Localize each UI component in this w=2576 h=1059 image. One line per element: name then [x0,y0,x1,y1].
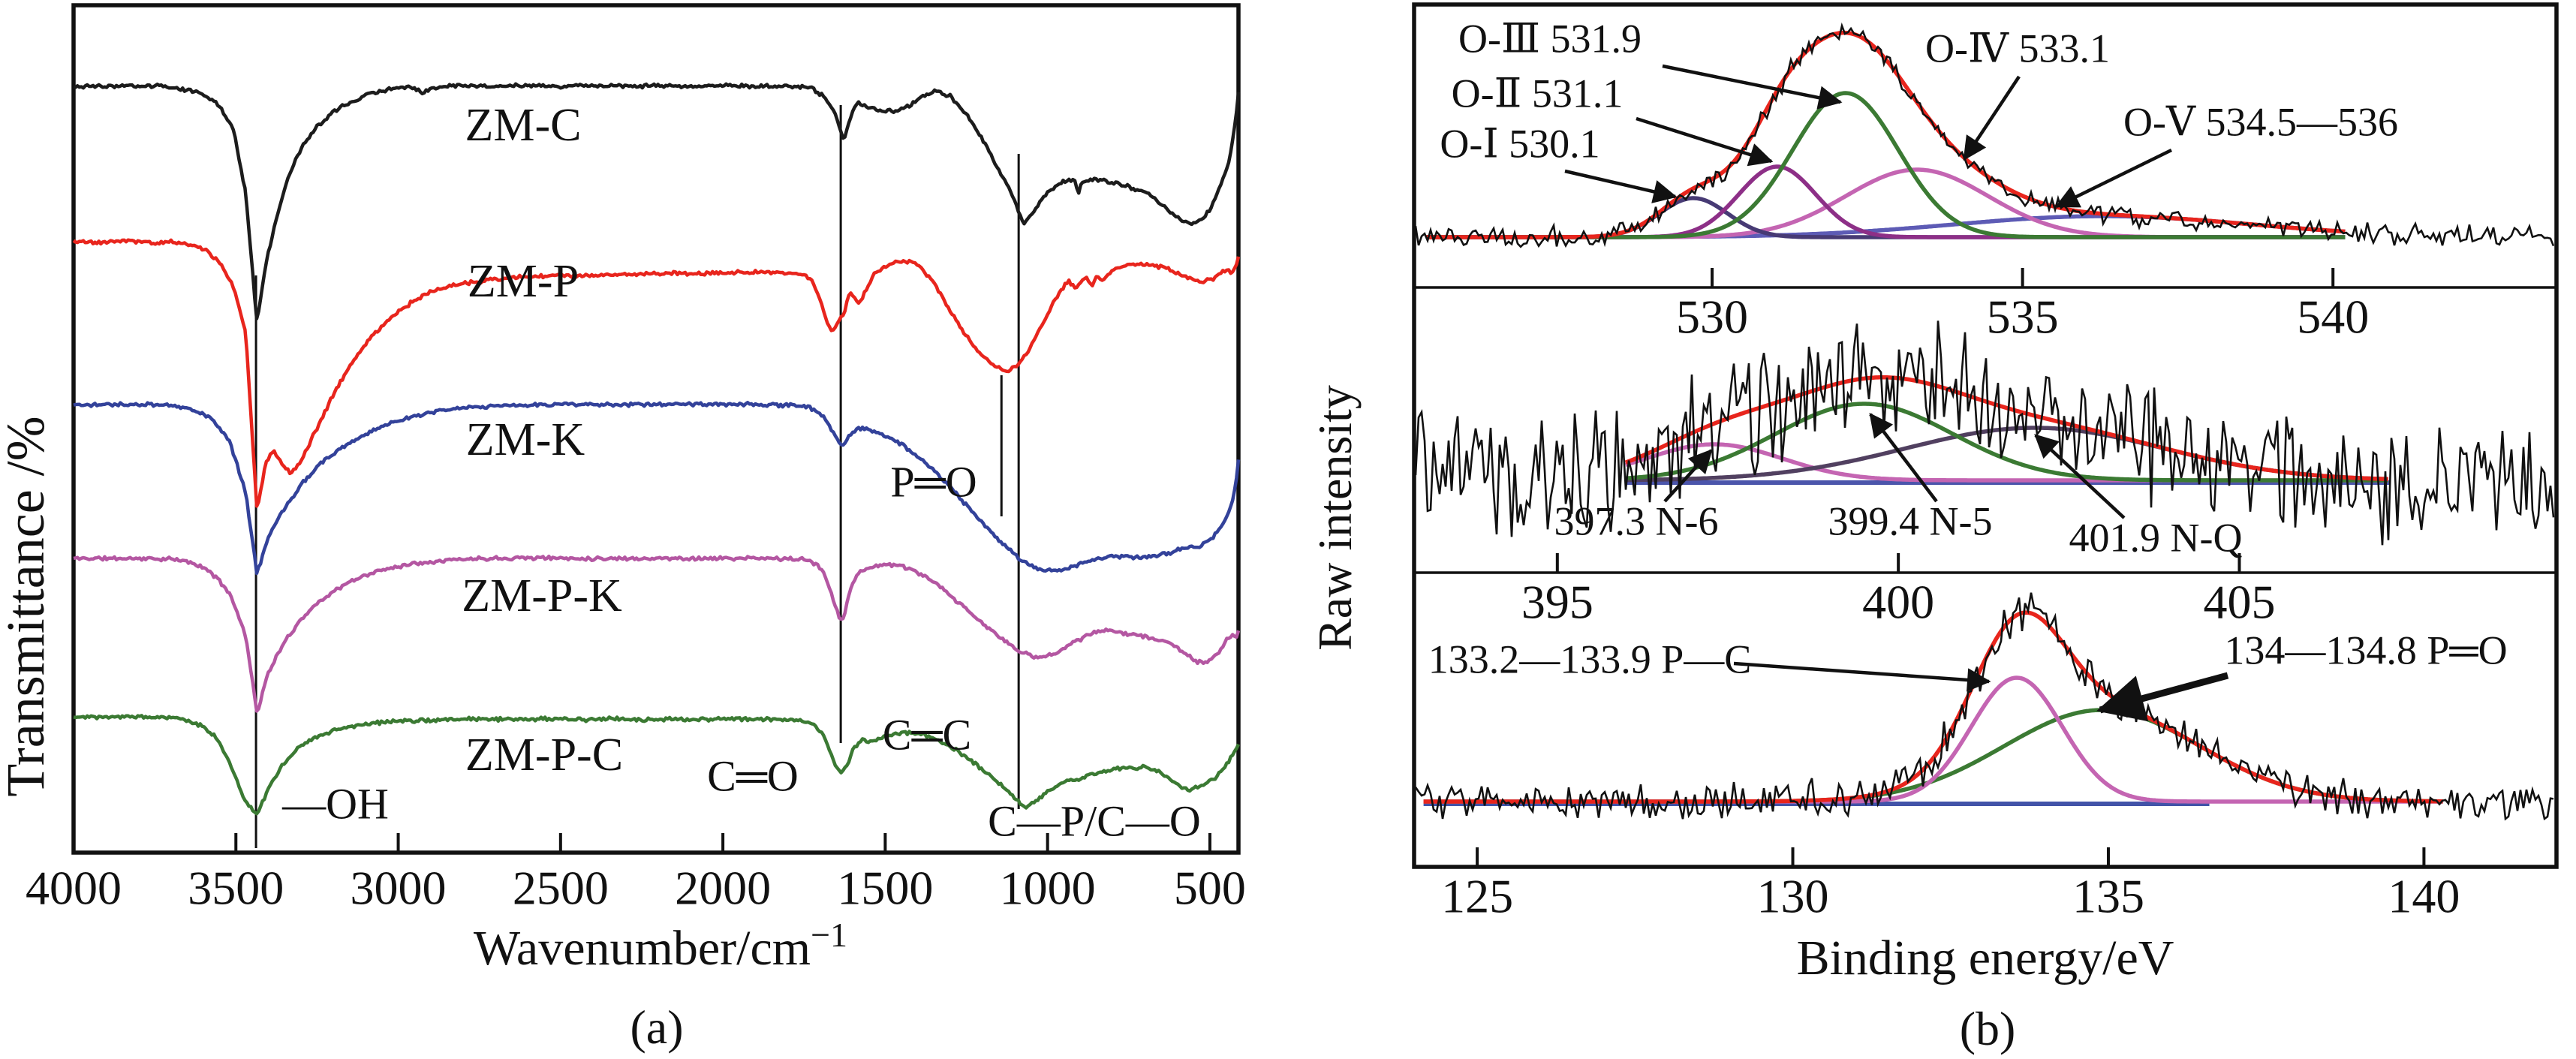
peak-label-a-0: —OH [281,779,389,828]
x-tick-label-a: 1500 [837,862,933,915]
ftir-series-label-zm-k: ZM-K [466,414,585,465]
x-tick-label-a: 2000 [675,862,771,915]
ftir-curve-zm-p-c [73,714,1241,816]
x-tick-label-b: 135 [2072,870,2144,923]
panel-a-ticks: 4000 3500 3000 2500 2000 1500 1000 500 [26,833,1246,915]
panel-b-curves [1414,22,2555,821]
x-tick-label-a: 4000 [26,862,122,915]
x-tick-label-b: 540 [2297,290,2369,344]
x-tick-label-b: 130 [1757,870,1829,923]
xps-n1s-annotation-arrow-0 [1663,449,1713,503]
xps-n1s-annotation-label-1: 399.4 N-5 [1828,498,1993,543]
panel-a-curves [72,82,1241,816]
x-tick-label-a: 3000 [351,862,447,915]
axis-label-binding-energy: Binding energy/eV [1797,931,2174,985]
panel-a-labels: ZM-C ZM-P ZM-K ZM-P-K ZM-P-C —OH C═O C═C C—P/C—O… [281,100,1201,845]
xps-o1s-annotation-arrow-3 [1963,75,2021,161]
ftir-series-label-zm-c: ZM-C [465,100,582,151]
xps-o1s-annotation-label-1: O-Ⅱ 531.1 [1452,71,1624,116]
x-tick-label-b: 400 [1862,576,1934,629]
xps-o1s-annotation-label-3: O-Ⅳ 533.1 [1925,26,2110,71]
panel-b-plot-frame [1412,2,2559,869]
x-tick-label-b: 125 [1441,870,1513,923]
peak-label-a-3: C—P/C—O [988,796,1201,845]
xps-p2p-envelope [1423,610,2443,804]
xps-o1s-annotation-arrow-1 [1636,116,1774,167]
x-tick-label-b: 140 [2388,870,2460,923]
ftir-series-label-zm-p: ZM-P [468,256,579,307]
xps-o1s-annotation-arrow-4 [2054,148,2172,209]
xps-n1s-component-2 [1625,402,2388,483]
axis-label-raw-intensity: Raw intensity [1308,385,1362,651]
x-tick-label-a: 3500 [188,862,284,915]
xps-n1s-annotation-label-2: 401.9 N-Q [2069,515,2243,560]
ftir-curve-zm-c [73,82,1241,320]
xps-o1s-annotation-label-2: O-Ⅰ 530.1 [1440,121,1599,166]
xps-o1s-annotation-arrow-0 [1662,64,1843,110]
xps-n1s-annotation-arrow-2 [2034,434,2126,519]
axis-label-wavenumber: Wavenumber/cm−1 [474,916,847,976]
xps-o1s-annotation-arrow-2 [1564,169,1678,203]
xps-p2p-annotation-label-1: 134—134.8 P═O [2224,627,2507,672]
panel-a-tag: (a) [630,1000,683,1054]
peak-label-a-4: P═O [890,457,977,506]
xps-p2p-annotation-arrow-1 [2096,672,2229,722]
ftir-series-label-zm-p-c: ZM-P-C [465,730,623,781]
axis-label-transmittance: Transmittance /% [0,416,56,796]
peak-label-a-1: C═O [707,751,799,800]
x-tick-label-b: 405 [2203,576,2275,629]
xps-n1s-annotation-arrow-1 [1869,412,1938,503]
panel-a-plot-frame [71,3,1241,855]
ftir-series-label-zm-p-k: ZM-P-K [462,570,622,621]
ftir-curve-zm-p-k [73,554,1241,713]
xps-p2p-raw-trace [1414,592,2554,821]
x-tick-label-b: 395 [1521,576,1593,629]
panel-a-guide-lines [254,105,1020,848]
ftir-curve-zm-k [73,401,1241,576]
panel-b-tag: (b) [1960,1002,2016,1055]
x-tick-label-a: 1000 [1000,862,1096,915]
xps-o1s-annotation-label-0: O-Ⅲ 531.9 [1458,16,1642,61]
peak-label-a-2: C═C [883,710,971,759]
x-tick-label-a: 2500 [513,862,609,915]
panel-b-ticks: 530 535 540 395 400 405 125 130 135 140 [1441,268,2460,923]
x-tick-label-b: 535 [1987,290,2059,344]
ftir-curve-zm-p [72,238,1241,508]
xps-n1s-annotation-label-0: 397.3 N-6 [1554,498,1719,543]
xps-p2p-annotation-label-0: 133.2—133.9 P—C [1428,636,1752,681]
xps-o1s-raw-trace [1414,22,2555,248]
panel-b-annotations: O-Ⅲ 531.9 O-Ⅱ 531.1 O-Ⅰ 530.1 O-Ⅳ 533.1 O-Ⅴ … [1428,16,2508,722]
x-tick-label-a: 500 [1174,862,1246,915]
xps-n1s-raw-trace [1414,320,2555,546]
x-tick-label-b: 530 [1676,290,1748,344]
xps-p2p-annotation-arrow-0 [1733,661,1991,692]
xps-o1s-annotation-label-4: O-Ⅴ 534.5—536 [2123,99,2398,144]
